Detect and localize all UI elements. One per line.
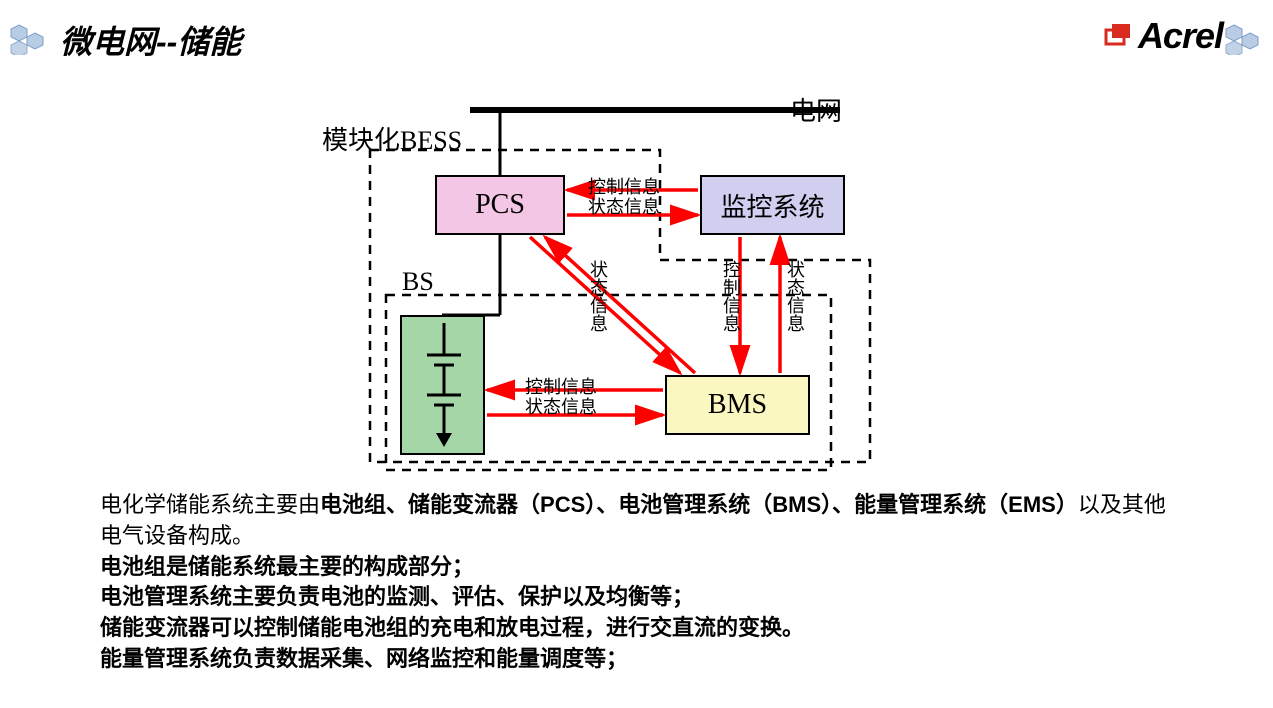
brand-logo-text: Acrel [1138,15,1223,57]
hex-decoration-right-icon [1223,23,1265,60]
pcs-mon-status-label: 状态信息 [588,193,660,219]
bess-diagram: 电网 模块化BESS BS 控制信息 状态信息 控制信息 状态信息 状态信息 控… [330,85,900,475]
page-title: 微电网--储能 [60,17,241,63]
brand-logo-icon [1100,20,1132,52]
desc-1b: 电池组、储能变流器（PCS）、电池管理系统（BMS）、能量管理系统（EMS） [320,492,1078,517]
desc-line-1: 电化学储能系统主要由电池组、储能变流器（PCS）、电池管理系统（BMS）、能量管… [100,490,1170,552]
desc-line-5: 能量管理系统负责数据采集、网络监控和能量调度等； [100,644,1170,675]
bs-node [400,315,485,455]
bms-node: BMS [665,375,810,435]
bs-label: BS [402,267,434,297]
bs-bms-status-label: 状态信息 [525,393,597,419]
desc-line-2: 电池组是储能系统最主要的构成部分； [100,552,1170,583]
hex-decoration-left-icon [8,23,50,60]
desc-1a: 电化学储能系统主要由 [100,492,320,517]
grid-label: 电网 [790,91,842,128]
bms-node-label: BMS [708,389,767,421]
description-block: 电化学储能系统主要由电池组、储能变流器（PCS）、电池管理系统（BMS）、能量管… [100,490,1170,675]
monitor-node: 监控系统 [700,175,845,235]
monitor-node-label: 监控系统 [720,187,824,224]
pcs-node: PCS [435,175,565,235]
bess-label: 模块化BESS [322,120,462,157]
header: 微电网--储能 Acrel [0,15,1273,65]
mon-bms-ctrl-label: 控制信息 [718,260,744,332]
desc-line-4: 储能变流器可以控制储能电池组的充电和放电过程，进行交直流的变换。 [100,613,1170,644]
battery-icon [402,315,483,455]
pcs-bms-status-label: 状态信息 [585,260,611,332]
mon-bms-status-label: 状态信息 [782,260,808,332]
pcs-node-label: PCS [475,189,525,221]
brand-logo: Acrel [1100,15,1223,57]
desc-line-3: 电池管理系统主要负责电池的监测、评估、保护以及均衡等； [100,582,1170,613]
